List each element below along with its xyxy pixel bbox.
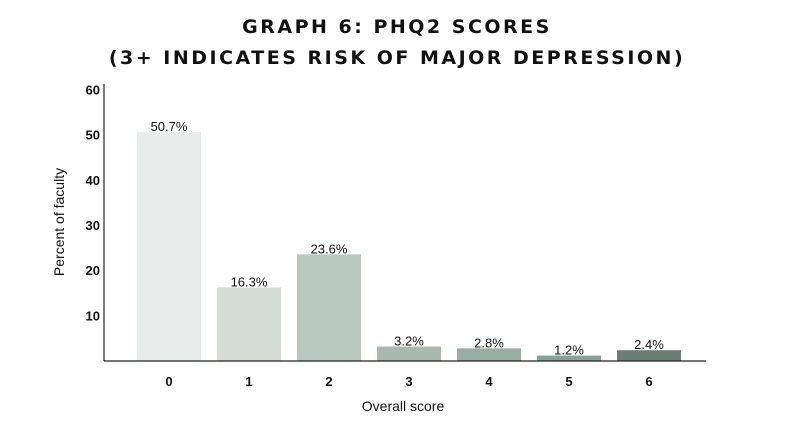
x-tick-label-2: 2 <box>325 374 332 389</box>
x-axis-label: Overall score <box>362 398 445 414</box>
data-label-score-1: 16.3% <box>231 274 268 289</box>
bar-score-6 <box>617 350 681 361</box>
data-label-score-6: 2.4% <box>634 337 664 352</box>
bar-score-5 <box>537 355 601 361</box>
data-label-score-2: 23.6% <box>311 241 348 256</box>
x-tick-label-3: 3 <box>405 374 412 389</box>
data-label-score-4: 2.8% <box>474 335 504 350</box>
chart-title: GRAPH 6: PHQ2 SCORES <box>242 16 552 38</box>
y-tick-label-40: 40 <box>86 173 100 188</box>
y-tick-label-60: 60 <box>86 83 100 98</box>
y-axis-label: Percent of faculty <box>51 168 67 276</box>
bar-score-0 <box>137 132 201 361</box>
data-label-score-5: 1.2% <box>554 343 584 358</box>
y-tick-labels-group: 10 20 30 40 50 60 <box>86 83 100 324</box>
bars-group <box>137 132 681 361</box>
y-tick-label-20: 20 <box>86 263 100 278</box>
y-tick-label-30: 30 <box>86 218 100 233</box>
x-tick-label-0: 0 <box>165 374 172 389</box>
x-tick-label-1: 1 <box>245 374 252 389</box>
y-tick-label-10: 10 <box>86 308 100 323</box>
x-tick-label-5: 5 <box>565 374 572 389</box>
value-labels-group: 50.7% 16.3% 23.6% 3.2% 2.8% 1.2% 2.4% <box>151 119 665 358</box>
x-tick-labels-group: 0 1 2 3 4 5 6 <box>165 374 652 389</box>
x-tick-label-6: 6 <box>645 374 652 389</box>
y-tick-label-50: 50 <box>86 128 100 143</box>
chart-subtitle: (3+ INDICATES RISK OF MAJOR DEPRESSION) <box>108 47 686 69</box>
chart-title-block: GRAPH 6: PHQ2 SCORES (3+ INDICATES RISK … <box>0 12 794 74</box>
data-label-score-3: 3.2% <box>394 334 424 349</box>
bar-score-2 <box>297 254 361 361</box>
data-label-score-0: 50.7% <box>151 119 188 134</box>
bar-score-1 <box>217 287 281 361</box>
x-tick-label-4: 4 <box>485 374 493 389</box>
bar-score-4 <box>457 348 521 361</box>
bar-score-3 <box>377 346 441 361</box>
